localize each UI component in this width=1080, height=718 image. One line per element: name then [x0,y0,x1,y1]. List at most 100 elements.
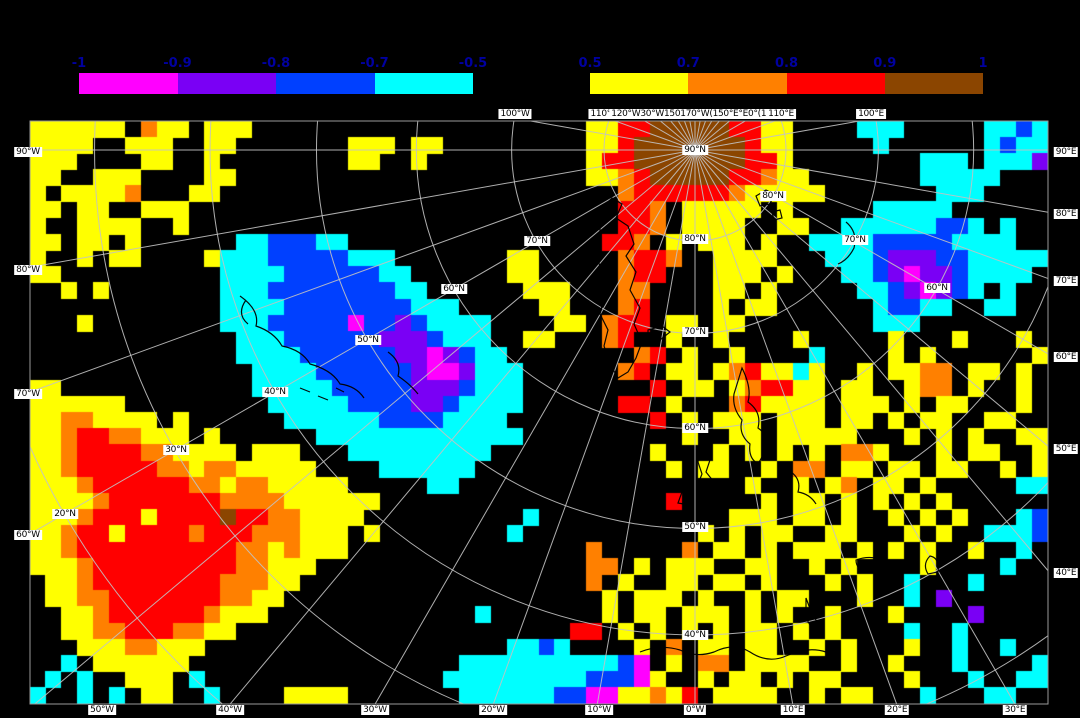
interior-latitude-label: 80°N [760,191,786,201]
meridian-line [374,149,696,704]
coastline-north-america [239,295,419,401]
colorbar-tick-label: -0.7 [360,56,389,71]
edge-coordinate-label: 20°W [479,705,507,715]
meridian-line [694,121,713,151]
interior-latitude-label: 30°N [163,445,189,455]
meridian-line [492,149,696,704]
colorbar-tick-label: 0.5 [578,56,602,71]
interior-latitude-label: 90°N [682,145,708,155]
meridian-line [694,121,747,151]
meridian-line [229,149,696,704]
coastline-iceland [647,325,671,341]
colorbar-segment [590,73,689,94]
coastline-greenland [593,197,643,379]
colorbar-segment [177,73,276,94]
map-frame [29,120,1049,705]
meridian-line [643,121,696,151]
meridian-line [670,121,696,151]
coastline-novaya-zemlya [837,221,856,265]
meridian-line [596,149,696,704]
interior-latitude-label: 60°N [441,284,467,294]
parallel-line [94,121,1048,704]
meridian-line [683,121,696,151]
interior-latitude-label: 80°N [682,234,708,244]
edge-coordinate-label: 80°W [14,265,42,275]
edge-coordinate-label: 40°W [216,705,244,715]
meridian-line [689,121,696,151]
edge-coordinate-label: 30°E [1002,705,1028,715]
meridian-line [694,149,1048,447]
interior-latitude-label: 40°N [262,387,288,397]
coastline-norway-baltic [733,366,817,505]
colorbar-tick-label: -0.5 [458,56,488,71]
meridian-line [694,121,863,151]
meridian-line [694,121,731,151]
interior-latitude-label: 60°N [682,423,708,433]
edge-coordinate-label: 10°E [780,705,806,715]
colorbar-segment [374,73,473,94]
interior-latitude-label: 70°N [524,236,550,246]
coastline-ireland [677,491,692,506]
colorbar-tick-label: -0.9 [163,56,192,71]
interior-latitude-label: 40°N [682,630,708,640]
edge-coordinate-label: 90°E [1053,147,1079,157]
meridian-line [30,149,696,393]
colorbar-negative-gradient [79,73,473,94]
interior-latitude-label: 60°N [924,283,950,293]
colorbar-tick-label: 1 [978,56,988,71]
meridian-line [30,149,696,535]
correlation-field-raster [30,121,1048,704]
edge-coordinate-label: 10°W [585,705,613,715]
colorbar-tick-label: 0.8 [774,56,799,71]
edge-coordinate-label: 70°W [14,389,42,399]
coastline-black-sea [855,555,939,575]
colorbar-tick-label: -0.8 [261,56,291,71]
edge-coordinate-label: 60°E [1053,352,1079,362]
interior-latitude-label: 70°N [682,327,708,337]
interior-latitude-label: 70°N [842,235,868,245]
colorbar-segment [79,73,178,94]
edge-coordinate-label: 70°E [1053,276,1079,286]
interior-latitude-label: 50°N [355,335,381,345]
interior-latitude-label: 20°N [52,509,78,519]
meridian-line [694,121,720,151]
meridian-line [694,121,777,151]
edge-coordinate-label: 30°W [361,705,389,715]
interior-latitude-label: 50°N [682,522,708,532]
meridian-line [30,149,696,268]
coastline-mediterranean [639,597,827,660]
colorbar-segment [786,73,885,94]
meridian-line [694,149,898,704]
edge-coordinate-label: 110°E [766,109,796,119]
meridian-line [694,149,1016,704]
meridian-line [33,149,696,704]
meridian-line [694,149,1048,355]
meridian-line [694,149,1048,572]
colorbar-positive-gradient [590,73,983,94]
meridian-line [694,121,707,151]
edge-coordinate-label: 0°W [683,705,707,715]
meridian-line [613,121,696,151]
edge-coordinate-label: 110°W [588,109,622,119]
edge-coordinate-label: 80°E [1053,209,1079,219]
edge-coordinate-label: 100°W [498,109,532,119]
parallel-line [209,121,1048,636]
coastline-uk [697,450,721,515]
meridian-line [694,149,1048,280]
colorbar-segment [688,73,787,94]
colorbar-tick-label: 0.7 [676,56,700,71]
meridian-line [677,121,696,151]
edge-coordinate-label: 120°W30°W150170°W(150°E°E0°(120°E [609,109,789,119]
edge-coordinate-label: 100°E [856,109,886,119]
meridian-line [694,149,1048,213]
colorbar-segment [884,73,983,94]
meridian-line [527,121,696,151]
meridian-line [694,121,701,151]
edge-coordinate-label: 20°E [884,705,910,715]
edge-coordinate-label: 60°W [14,530,42,540]
edge-coordinate-label: 40°E [1053,568,1079,578]
edge-coordinate-label: 50°W [88,705,116,715]
